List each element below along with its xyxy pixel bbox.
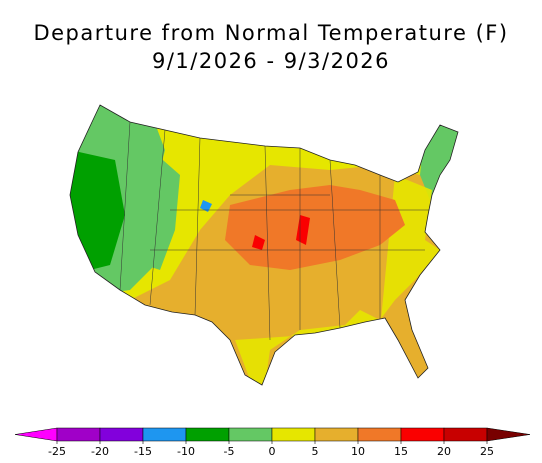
colorbar-extension-low [14, 427, 58, 442]
colorbar-tick-label: -15 [134, 445, 152, 458]
colorbar-segment [357, 427, 402, 442]
colorbar-tick-label: 0 [269, 445, 276, 458]
colorbar-segment [443, 427, 488, 442]
colorbar-tick-label: 20 [437, 445, 451, 458]
colorbar-tick-label: 15 [394, 445, 408, 458]
colorbar-tick-label: -10 [177, 445, 195, 458]
colorbar-segment [56, 427, 101, 442]
colorbar-segment [228, 427, 273, 442]
colorbar-tick-label: -20 [91, 445, 109, 458]
colorbar-tick-label: -5 [224, 445, 235, 458]
colorbar-tick-label: 10 [351, 445, 365, 458]
colorbar-segment [271, 427, 316, 442]
colorbar-segment [99, 427, 144, 442]
temperature-map [70, 105, 458, 385]
colorbar-segment [185, 427, 230, 442]
date-range: 9/1/2026 - 9/3/2026 [152, 49, 390, 73]
colorbar-segment [142, 427, 187, 442]
colorbar-tick-label: -25 [48, 445, 66, 458]
colorbar-segment [314, 427, 359, 442]
title: Departure from Normal Temperature (F) [33, 21, 508, 45]
colorbar-tick-label: 5 [312, 445, 319, 458]
colorbar-segment [400, 427, 445, 442]
colorbar-tick-label: 25 [480, 445, 494, 458]
colorbar-extension-high [486, 427, 531, 442]
